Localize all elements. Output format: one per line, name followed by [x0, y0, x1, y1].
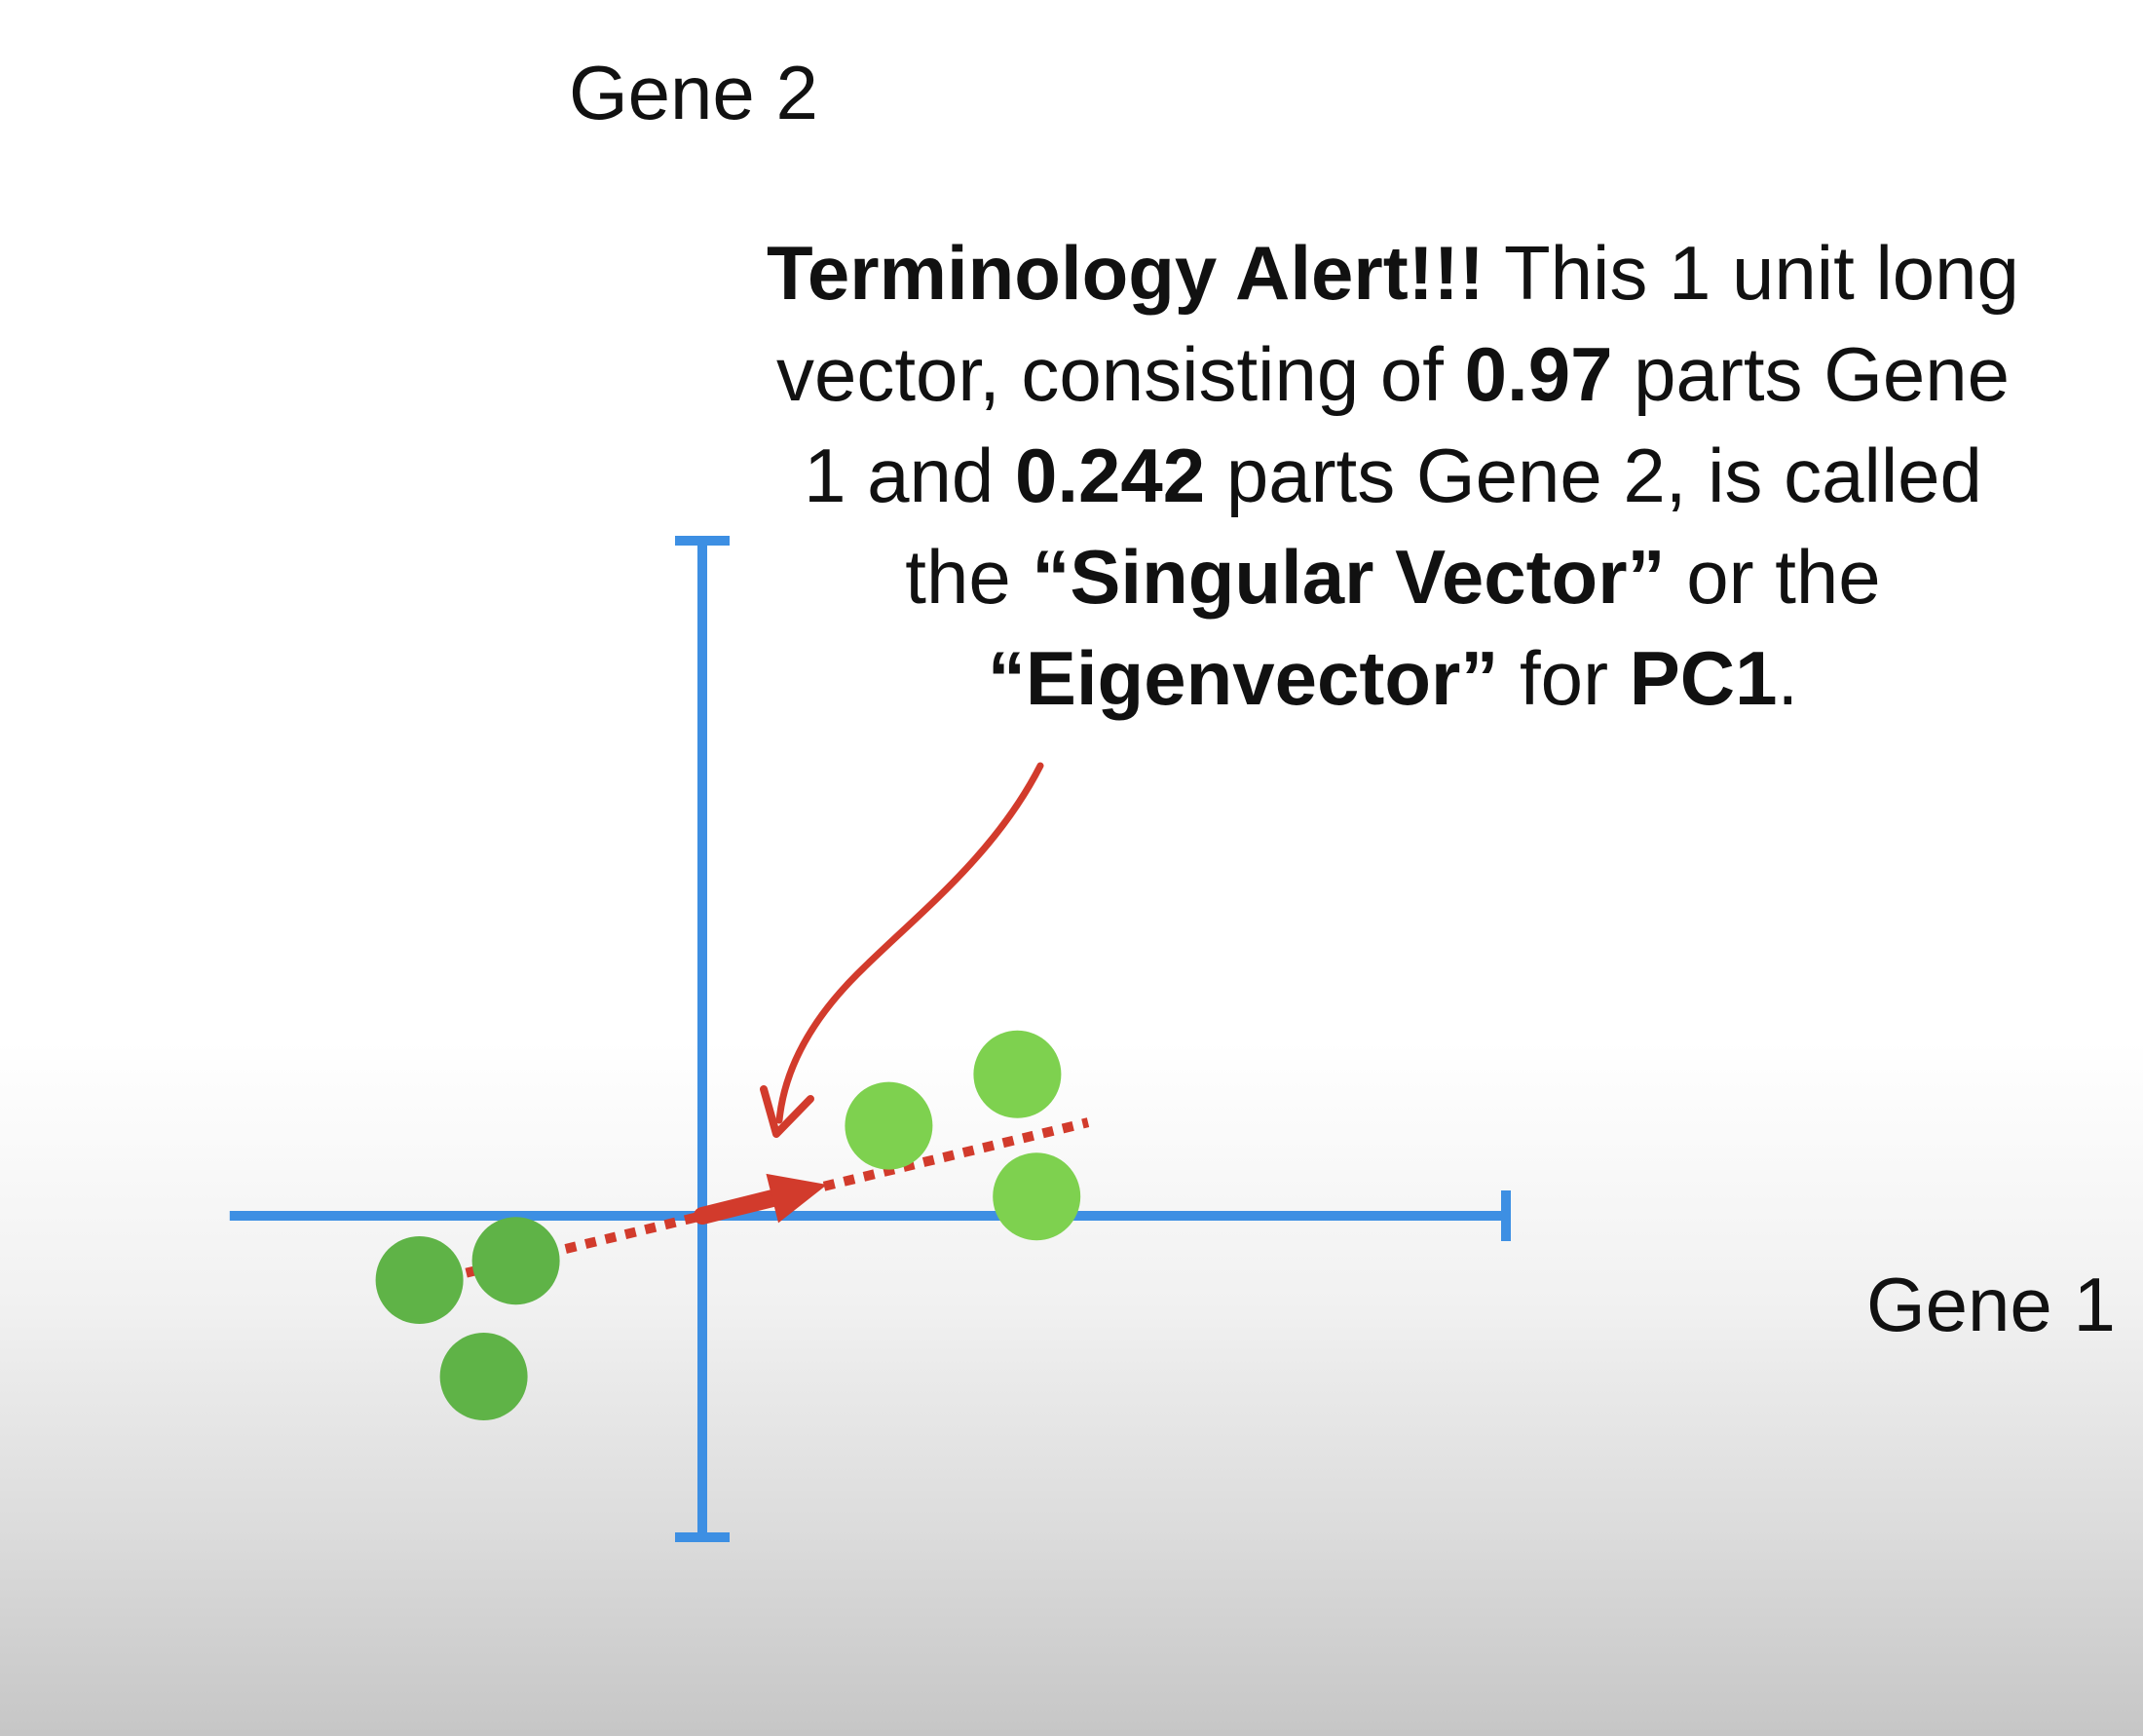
annotation-text: parts Gene 2, is called the	[905, 433, 1982, 620]
singular-vector-shaft	[694, 1189, 781, 1225]
annotation-text: .	[1777, 635, 1799, 721]
callout-arrow-curve	[775, 762, 1044, 1124]
annotation-text: This 1 unit long vector, consisting of	[775, 230, 2019, 417]
data-point	[845, 1081, 933, 1170]
annotation-text: or the	[1665, 534, 1881, 620]
data-point	[471, 1217, 560, 1305]
annotation-bold-text: “Singular Vector”	[1032, 534, 1666, 620]
x-axis-label: Gene 1	[1866, 1262, 2116, 1347]
annotation-text: for	[1498, 635, 1630, 721]
data-point	[439, 1333, 528, 1420]
data-point	[973, 1030, 1062, 1118]
y-axis-label: Gene 2	[569, 50, 818, 135]
annotation-text: parts Gene 1 and	[804, 331, 2011, 518]
annotation-bold-text: PC1	[1629, 635, 1778, 721]
data-point	[375, 1236, 464, 1324]
annotation-bold-text: “Eigenvector”	[987, 635, 1499, 721]
callout-arrow-group	[760, 762, 1044, 1138]
annotation-bold-text: Terminology Alert!!!	[767, 230, 1485, 316]
points-group	[375, 1030, 1081, 1420]
pc1-group	[405, 1117, 1090, 1293]
singular-vector-head	[766, 1173, 828, 1224]
data-point	[993, 1152, 1081, 1241]
terminology-annotation: Terminology Alert!!! This 1 unit long ve…	[760, 222, 2026, 729]
annotation-bold-text: 0.97	[1464, 331, 1613, 417]
callout-arrow-head	[760, 1085, 814, 1138]
axes	[229, 536, 1511, 1542]
annotation-bold-text: 0.242	[1014, 433, 1206, 518]
